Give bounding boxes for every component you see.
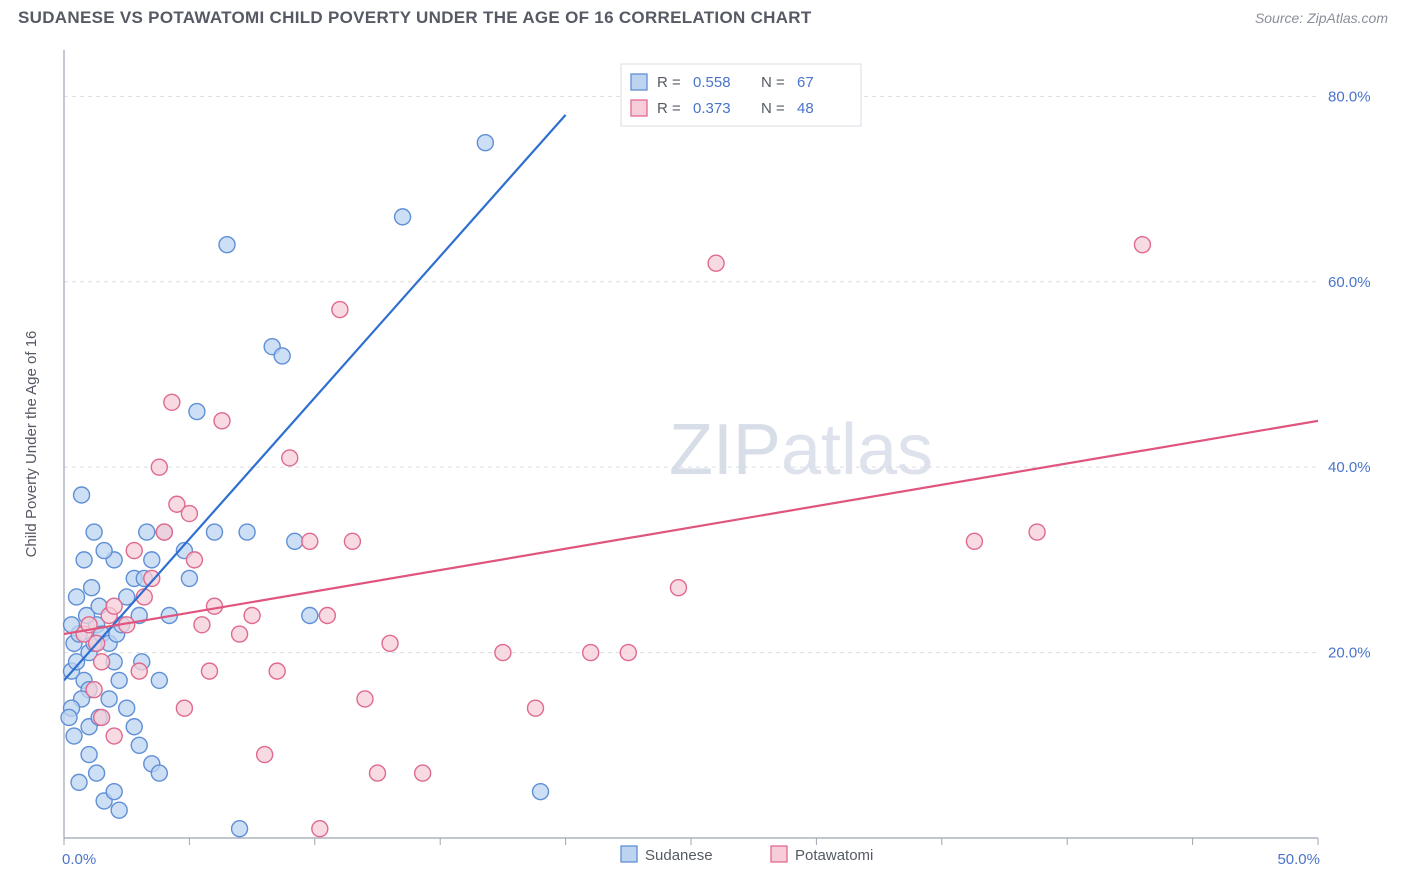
chart-header: SUDANESE VS POTAWATOMI CHILD POVERTY UND… bbox=[0, 0, 1406, 34]
source-label: Source: ZipAtlas.com bbox=[1255, 10, 1388, 26]
svg-text:Child Poverty Under the Age of: Child Poverty Under the Age of 16 bbox=[23, 331, 40, 558]
chart-area: ZIPatlas 0.0% 50.0% 20.0% 40.0% 60.0% 80.0% Chi… bbox=[18, 40, 1388, 884]
svg-text:60.0%: 60.0% bbox=[1328, 274, 1371, 291]
svg-text:48: 48 bbox=[797, 100, 814, 117]
svg-text:67: 67 bbox=[797, 74, 814, 91]
svg-text:0.0%: 0.0% bbox=[62, 851, 96, 868]
svg-text:40.0%: 40.0% bbox=[1328, 459, 1371, 476]
scatter-chart: ZIPatlas 0.0% 50.0% 20.0% 40.0% 60.0% 80.0% Chi… bbox=[18, 40, 1388, 884]
svg-text:20.0%: 20.0% bbox=[1328, 645, 1371, 662]
svg-text:0.558: 0.558 bbox=[693, 74, 731, 91]
svg-text:Potawatomi: Potawatomi bbox=[795, 847, 873, 864]
chart-title: SUDANESE VS POTAWATOMI CHILD POVERTY UND… bbox=[18, 8, 812, 28]
svg-text:80.0%: 80.0% bbox=[1328, 88, 1371, 105]
svg-text:N =: N = bbox=[761, 74, 785, 91]
svg-text:Sudanese: Sudanese bbox=[645, 847, 713, 864]
svg-text:N =: N = bbox=[761, 100, 785, 117]
svg-text:R =: R = bbox=[657, 100, 681, 117]
svg-text:ZIPatlas: ZIPatlas bbox=[669, 410, 933, 490]
svg-text:R =: R = bbox=[657, 74, 681, 91]
svg-text:50.0%: 50.0% bbox=[1277, 851, 1320, 868]
svg-text:0.373: 0.373 bbox=[693, 100, 731, 117]
